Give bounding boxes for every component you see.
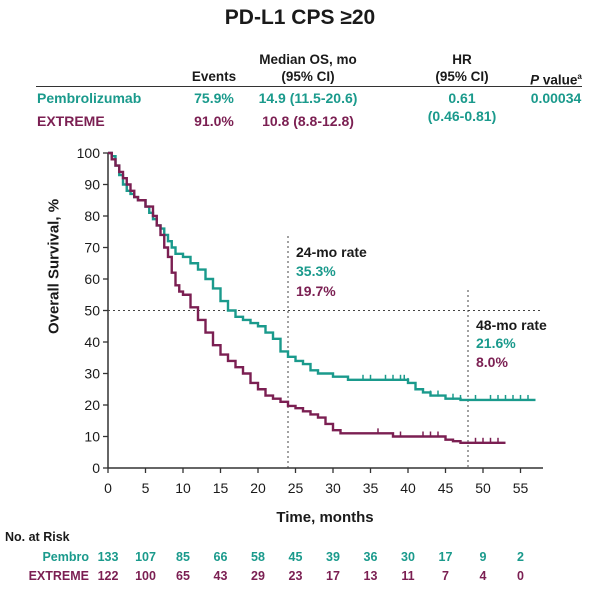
risk-count-ext: 11 xyxy=(401,569,415,583)
risk-count-pem: 39 xyxy=(326,550,340,564)
x-tick-label: 50 xyxy=(475,480,491,496)
y-tick-label: 80 xyxy=(84,208,100,224)
risk-label-pembro: Pembro xyxy=(42,550,89,564)
risk-table-title: No. at Risk xyxy=(5,530,70,544)
y-tick-label: 20 xyxy=(84,397,100,413)
rate48-extreme: 8.0% xyxy=(476,354,508,370)
risk-count-ext: 0 xyxy=(517,569,524,583)
y-tick-label: 30 xyxy=(84,366,100,382)
rate24-label: 24-mo rate xyxy=(296,244,367,260)
row-pembro-p: 0.00034 xyxy=(530,90,582,106)
y-tick-label: 0 xyxy=(92,460,100,476)
y-tick-label: 10 xyxy=(84,429,100,445)
x-tick-label: 35 xyxy=(363,480,379,496)
risk-count-ext: 4 xyxy=(479,569,487,583)
chart-axes xyxy=(103,152,543,473)
x-tick-label: 55 xyxy=(513,480,529,496)
rate24-extreme: 19.7% xyxy=(296,283,336,299)
y-tick-label: 60 xyxy=(84,271,100,287)
rate48-pembro: 21.6% xyxy=(476,335,516,351)
risk-count-pem: 58 xyxy=(251,550,265,564)
header-hr-line2: (95% CI) xyxy=(435,69,489,84)
risk-count-ext: 29 xyxy=(251,569,265,583)
y-axis-label: Overall Survival, % xyxy=(45,198,63,335)
y-tick-label: 100 xyxy=(77,145,101,161)
risk-count-pem: 66 xyxy=(213,550,228,564)
y-tick-label: 40 xyxy=(84,334,100,350)
row-extreme-events: 91.0% xyxy=(194,113,234,129)
row-extreme-median: 10.8 (8.8-12.8) xyxy=(262,113,354,129)
row-pembro-events: 75.9% xyxy=(194,90,234,106)
risk-count-ext: 7 xyxy=(442,569,449,583)
header-median-line1: Median OS, mo xyxy=(259,52,357,67)
x-tick-label: 0 xyxy=(104,480,112,496)
y-tick-label: 70 xyxy=(84,240,100,256)
x-tick-label: 45 xyxy=(438,480,454,496)
risk-count-ext: 13 xyxy=(363,569,378,583)
x-tick-label: 15 xyxy=(213,480,229,496)
row-extreme-arm: EXTREME xyxy=(37,113,105,129)
x-tick-label: 10 xyxy=(175,480,191,496)
header-p-italic: P xyxy=(530,72,540,88)
rate24-pembro: 35.3% xyxy=(296,263,336,279)
header-p-value: P valuea xyxy=(516,68,596,89)
rate48-label: 48-mo rate xyxy=(476,317,547,333)
x-tick-label: 5 xyxy=(142,480,150,496)
risk-count-ext: 100 xyxy=(135,569,156,583)
header-median-line2: (95% CI) xyxy=(281,69,335,84)
x-tick-label: 20 xyxy=(250,480,266,496)
x-axis-label: Time, months xyxy=(276,509,374,526)
header-p-suffix: value xyxy=(539,72,578,88)
risk-count-ext: 43 xyxy=(213,569,228,583)
tick-labels: 0 10 20 30 40 50 60 70 80 90 100 0 5 10 15 20 25 30 35 40 45… xyxy=(77,145,529,496)
risk-count-pem: 45 xyxy=(288,550,303,564)
header-events: Events xyxy=(191,69,237,84)
row-pembro-arm: Pembrolizumab xyxy=(37,90,142,106)
row-pembro-median: 14.9 (11.5-20.6) xyxy=(258,90,358,106)
risk-count-ext: 23 xyxy=(288,569,303,583)
risk-count-ext: 65 xyxy=(176,569,190,583)
risk-count-pem: 85 xyxy=(176,550,190,564)
risk-count-pem: 2 xyxy=(517,550,524,564)
header-hr: HR (95% CI) xyxy=(412,51,512,85)
risk-count-ext: 122 xyxy=(97,569,119,583)
risk-count-pem: 133 xyxy=(97,550,119,564)
risk-count-pem: 36 xyxy=(363,550,378,564)
row-pembro-hr: 0.61 xyxy=(448,90,476,106)
x-tick-label: 30 xyxy=(325,480,341,496)
x-tick-label: 40 xyxy=(400,480,416,496)
risk-count-ext: 17 xyxy=(326,569,340,583)
table-rule xyxy=(36,86,582,87)
risk-count-pem: 17 xyxy=(438,550,453,564)
header-p-sup: a xyxy=(577,72,582,81)
y-tick-label: 90 xyxy=(84,177,100,193)
risk-count-pem: 9 xyxy=(479,550,487,564)
row-pembro-hr-ci: (0.46-0.81) xyxy=(427,108,497,124)
header-median-os: Median OS, mo (95% CI) xyxy=(246,51,370,85)
header-hr-line1: HR xyxy=(452,52,472,67)
risk-label-extreme: EXTREME xyxy=(28,569,89,583)
x-tick-label: 25 xyxy=(288,480,304,496)
risk-count-pem: 30 xyxy=(401,550,415,564)
risk-count-pem: 107 xyxy=(135,550,156,564)
curve-extreme xyxy=(108,151,506,444)
y-tick-label: 50 xyxy=(84,303,100,319)
chart-title: PD-L1 CPS ≥20 xyxy=(224,6,376,29)
survival-curves xyxy=(108,151,536,444)
